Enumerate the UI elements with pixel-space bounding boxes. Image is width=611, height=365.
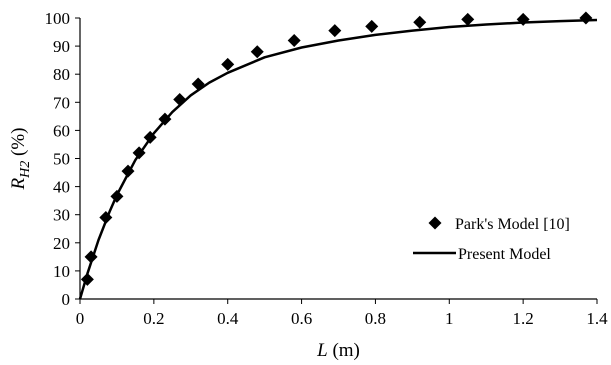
x-tick-label: 1 [445,309,454,328]
y-tick-label: 60 [53,121,70,140]
y-tick-label: 70 [53,93,70,112]
legend-label-parks-model: Park's Model [10] [455,216,570,233]
y-tick-label: 40 [53,178,70,197]
parks-model-point [121,164,135,178]
legend: Park's Model [10] Present Model [413,216,570,263]
parks-model-point [579,11,593,25]
y-tick-label: 10 [53,262,70,281]
y-tick-label: 30 [53,206,70,225]
y-tick-label: 100 [45,9,71,28]
x-axis-unit: (m) [328,340,360,361]
x-axis-var: L [316,340,328,361]
parks-model-point [365,19,379,33]
parks-model-point [287,33,301,47]
legend-diamond-icon [428,216,442,230]
parks-model-point [132,146,146,160]
y-axis-subscript: H2 [18,161,33,179]
y-axis-title: RH2 (%) [8,128,33,191]
parks-model-point [158,112,172,126]
parks-model-point [221,57,235,71]
parks-model-point [328,24,342,38]
y-axis-unit: (%) [8,128,29,161]
x-tick-label: 0.4 [217,309,239,328]
x-tick-label: 0.8 [365,309,386,328]
y-tick-label: 20 [53,234,70,253]
x-ticks: 0 0.2 0.4 0.6 0.8 1 1.2 1.4 [76,299,608,328]
parks-model-point [84,250,98,264]
x-axis-title: L (m) [316,340,360,361]
series-present-model [78,18,598,300]
x-tick-label: 0 [76,309,85,328]
parks-model-point [99,211,113,225]
parks-model-point [250,45,264,59]
parks-model-point [516,12,530,26]
present-model-line [78,18,598,300]
parks-model-point [80,272,94,286]
y-tick-label: 90 [53,37,70,56]
y-ticks: 0 10 20 30 40 50 60 70 80 90 100 [45,9,80,309]
legend-item-parks-model: Park's Model [10] [428,216,570,233]
parks-model-point [143,130,157,144]
parks-model-point [413,15,427,29]
y-tick-label: 80 [53,65,70,84]
x-tick-label: 0.6 [291,309,312,328]
parks-model-point [461,12,475,26]
x-tick-label: 1.4 [586,309,608,328]
legend-label-present-model: Present Model [458,246,551,263]
y-tick-label: 50 [53,150,70,169]
x-tick-label: 1.2 [513,309,534,328]
y-axis-var: R [8,177,29,190]
parks-model-point [173,92,187,106]
parks-model-point [191,77,205,91]
series-parks-model [80,11,593,286]
x-tick-label: 0.2 [143,309,164,328]
legend-item-present-model: Present Model [413,246,551,263]
y-tick-label: 0 [62,290,71,309]
parks-model-point [110,189,124,203]
